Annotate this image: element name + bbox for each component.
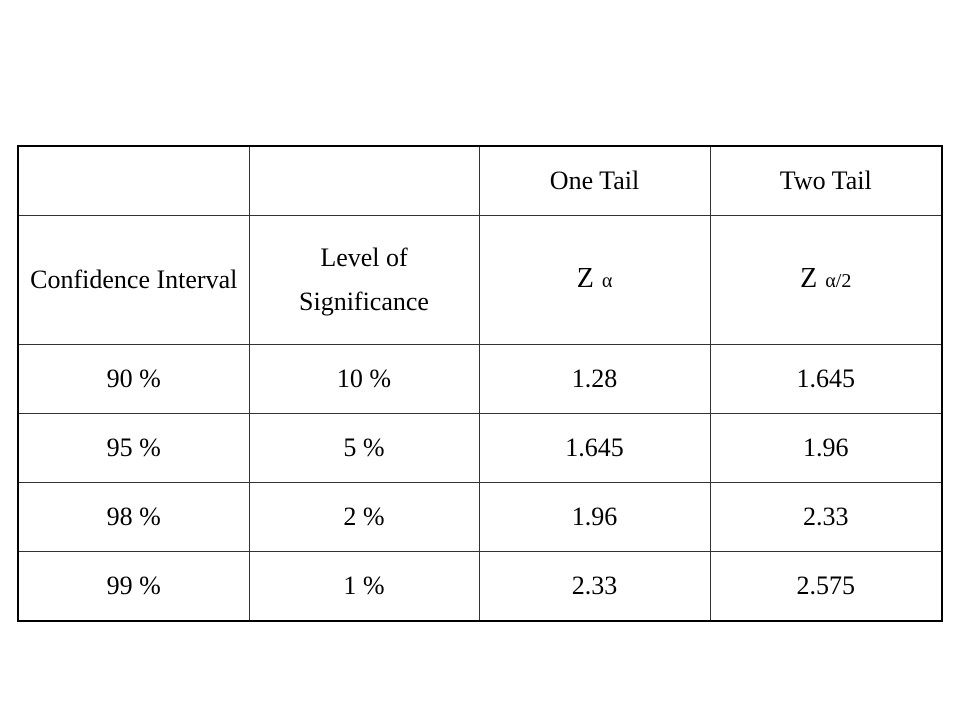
data-row: 95 % 5 % 1.645 1.96: [17, 413, 943, 483]
data-cell: 1.645: [709, 344, 943, 414]
data-cell: 98 %: [17, 482, 250, 552]
header-cell: Confidence Interval: [17, 215, 250, 345]
top-header-row: One Tail Two Tail: [17, 145, 943, 216]
data-cell: 1.645: [478, 413, 711, 483]
data-cell: 5 %: [248, 413, 480, 483]
data-cell: 90 %: [17, 344, 250, 414]
symbol: Z: [576, 263, 594, 294]
empty-cell: [248, 145, 480, 216]
data-cell: 1.96: [478, 482, 711, 552]
data-row: 99 % 1 % 2.33 2.575: [17, 551, 943, 622]
symbol: Z: [800, 263, 818, 294]
header-cell: Two Tail: [709, 145, 943, 216]
data-cell: 1.28: [478, 344, 711, 414]
subscript: α: [601, 270, 613, 292]
data-cell: 95 %: [17, 413, 250, 483]
data-row: 98 % 2 % 1.96 2.33: [17, 482, 943, 552]
data-cell: 10 %: [248, 344, 480, 414]
header-row: Confidence Interval Level of Significanc…: [17, 215, 943, 345]
data-cell: 1 %: [248, 551, 480, 622]
subscript: α/2: [825, 270, 852, 292]
data-cell: 2.33: [478, 551, 711, 622]
data-cell: 1.96: [709, 413, 943, 483]
data-cell: 2.575: [709, 551, 943, 622]
empty-cell: [17, 145, 250, 216]
header-cell: One Tail: [478, 145, 711, 216]
data-cell: 2 %: [248, 482, 480, 552]
data-cell: 2.33: [709, 482, 943, 552]
data-row: 90 % 10 % 1.28 1.645: [17, 344, 943, 414]
data-cell: 99 %: [17, 551, 250, 622]
header-cell: Level of Significance: [248, 215, 480, 345]
z-table: One Tail Two Tail Confidence Interval Le…: [17, 145, 943, 622]
